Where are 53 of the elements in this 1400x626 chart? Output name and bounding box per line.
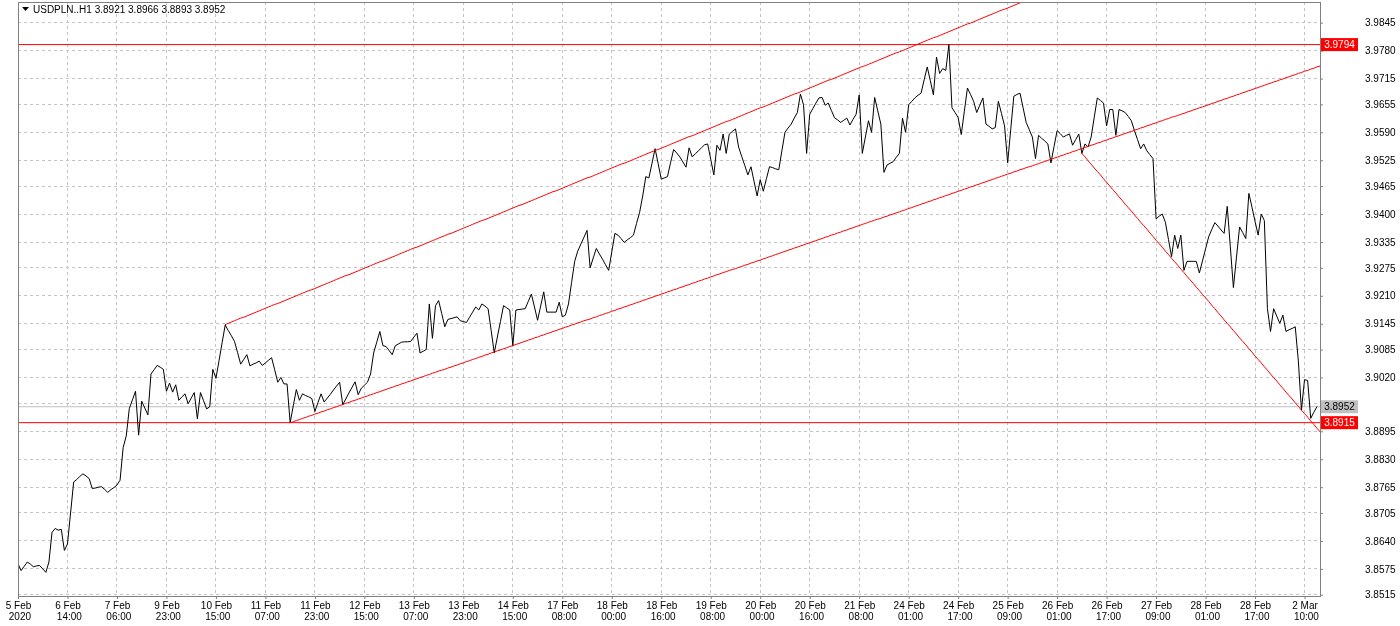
y-tick-label: 3.9655 — [1365, 99, 1397, 111]
x-tick-label: 13 Feb 07:00 — [398, 600, 431, 623]
x-tick-label: 7 Feb 06:00 — [103, 600, 132, 623]
y-tick-label: 3.8705 — [1365, 507, 1397, 519]
x-tick-label: 11 Feb 23:00 — [300, 600, 332, 623]
ref-line-label: 3.8915 — [1324, 417, 1356, 429]
x-tick-label: 28 Feb 17:00 — [1239, 600, 1272, 623]
x-tick-label: 6 Feb 14:00 — [54, 600, 83, 623]
x-tick-label: 28 Feb 01:00 — [1190, 600, 1223, 623]
x-tick-label: 17 Feb 08:00 — [547, 600, 579, 623]
y-tick-label: 3.8765 — [1365, 481, 1397, 493]
y-tick-label: 3.8640 — [1365, 535, 1397, 547]
x-tick-label: 14 Feb 15:00 — [497, 600, 530, 623]
x-tick-label: 11 Feb 07:00 — [250, 600, 282, 623]
line-series — [18, 44, 1318, 573]
x-tick-label: 18 Feb 16:00 — [646, 600, 678, 623]
y-tick-label: 3.9590 — [1365, 127, 1397, 139]
y-tick-label: 3.9145 — [1365, 318, 1397, 330]
x-tick-label: 2 Mar 10:00 — [1291, 600, 1320, 623]
y-tick-label: 3.9525 — [1365, 154, 1397, 166]
x-tick-label: 18 Feb 00:00 — [596, 600, 629, 623]
y-tick-label: 3.9715 — [1365, 73, 1397, 85]
x-tick-label: 20 Feb 16:00 — [794, 600, 827, 623]
y-tick-label: 3.8515 — [1365, 589, 1397, 601]
x-tick-label: 27 Feb 09:00 — [1141, 600, 1173, 623]
y-tick-label: 3.9020 — [1365, 372, 1397, 384]
y-tick-label: 3.9275 — [1365, 262, 1397, 274]
x-tick-label: 12 Feb 15:00 — [349, 600, 381, 623]
x-tick-label: 13 Feb 23:00 — [448, 600, 480, 623]
y-tick-label: 3.8895 — [1365, 425, 1397, 437]
x-tick-label: 24 Feb 01:00 — [893, 600, 926, 623]
x-tick-label: 19 Feb 08:00 — [695, 600, 728, 623]
y-tick-label: 3.9400 — [1365, 208, 1397, 220]
ref-line-label: 3.9794 — [1324, 39, 1356, 51]
y-tick-label: 3.9085 — [1365, 344, 1397, 356]
x-tick-label: 21 Feb 08:00 — [844, 600, 876, 623]
chart-title: USDPLN..H1 3.8921 3.8966 3.8893 3.8952 — [33, 4, 226, 15]
ref-line-label: 3.8952 — [1324, 401, 1356, 413]
y-tick-label: 3.9845 — [1365, 17, 1397, 29]
y-tick-label: 3.9335 — [1365, 236, 1397, 248]
x-tick-label: 10 Feb 15:00 — [200, 600, 233, 623]
x-tick-label: 5 Feb 2020 — [5, 600, 32, 623]
y-tick-label: 3.8575 — [1365, 563, 1397, 575]
y-tick-label: 3.9780 — [1365, 45, 1397, 57]
y-tick-label: 3.8830 — [1365, 453, 1397, 465]
x-tick-label: 26 Feb 01:00 — [1042, 600, 1074, 623]
x-tick-label: 24 Feb 17:00 — [943, 600, 975, 623]
x-tick-label: 25 Feb 09:00 — [992, 600, 1025, 623]
y-tick-label: 3.9465 — [1365, 180, 1397, 192]
y-tick-label: 3.9210 — [1365, 290, 1397, 302]
x-tick-label: 20 Feb 00:00 — [745, 600, 777, 623]
x-tick-label: 9 Feb 23:00 — [153, 600, 182, 623]
x-tick-label: 26 Feb 17:00 — [1091, 600, 1124, 623]
